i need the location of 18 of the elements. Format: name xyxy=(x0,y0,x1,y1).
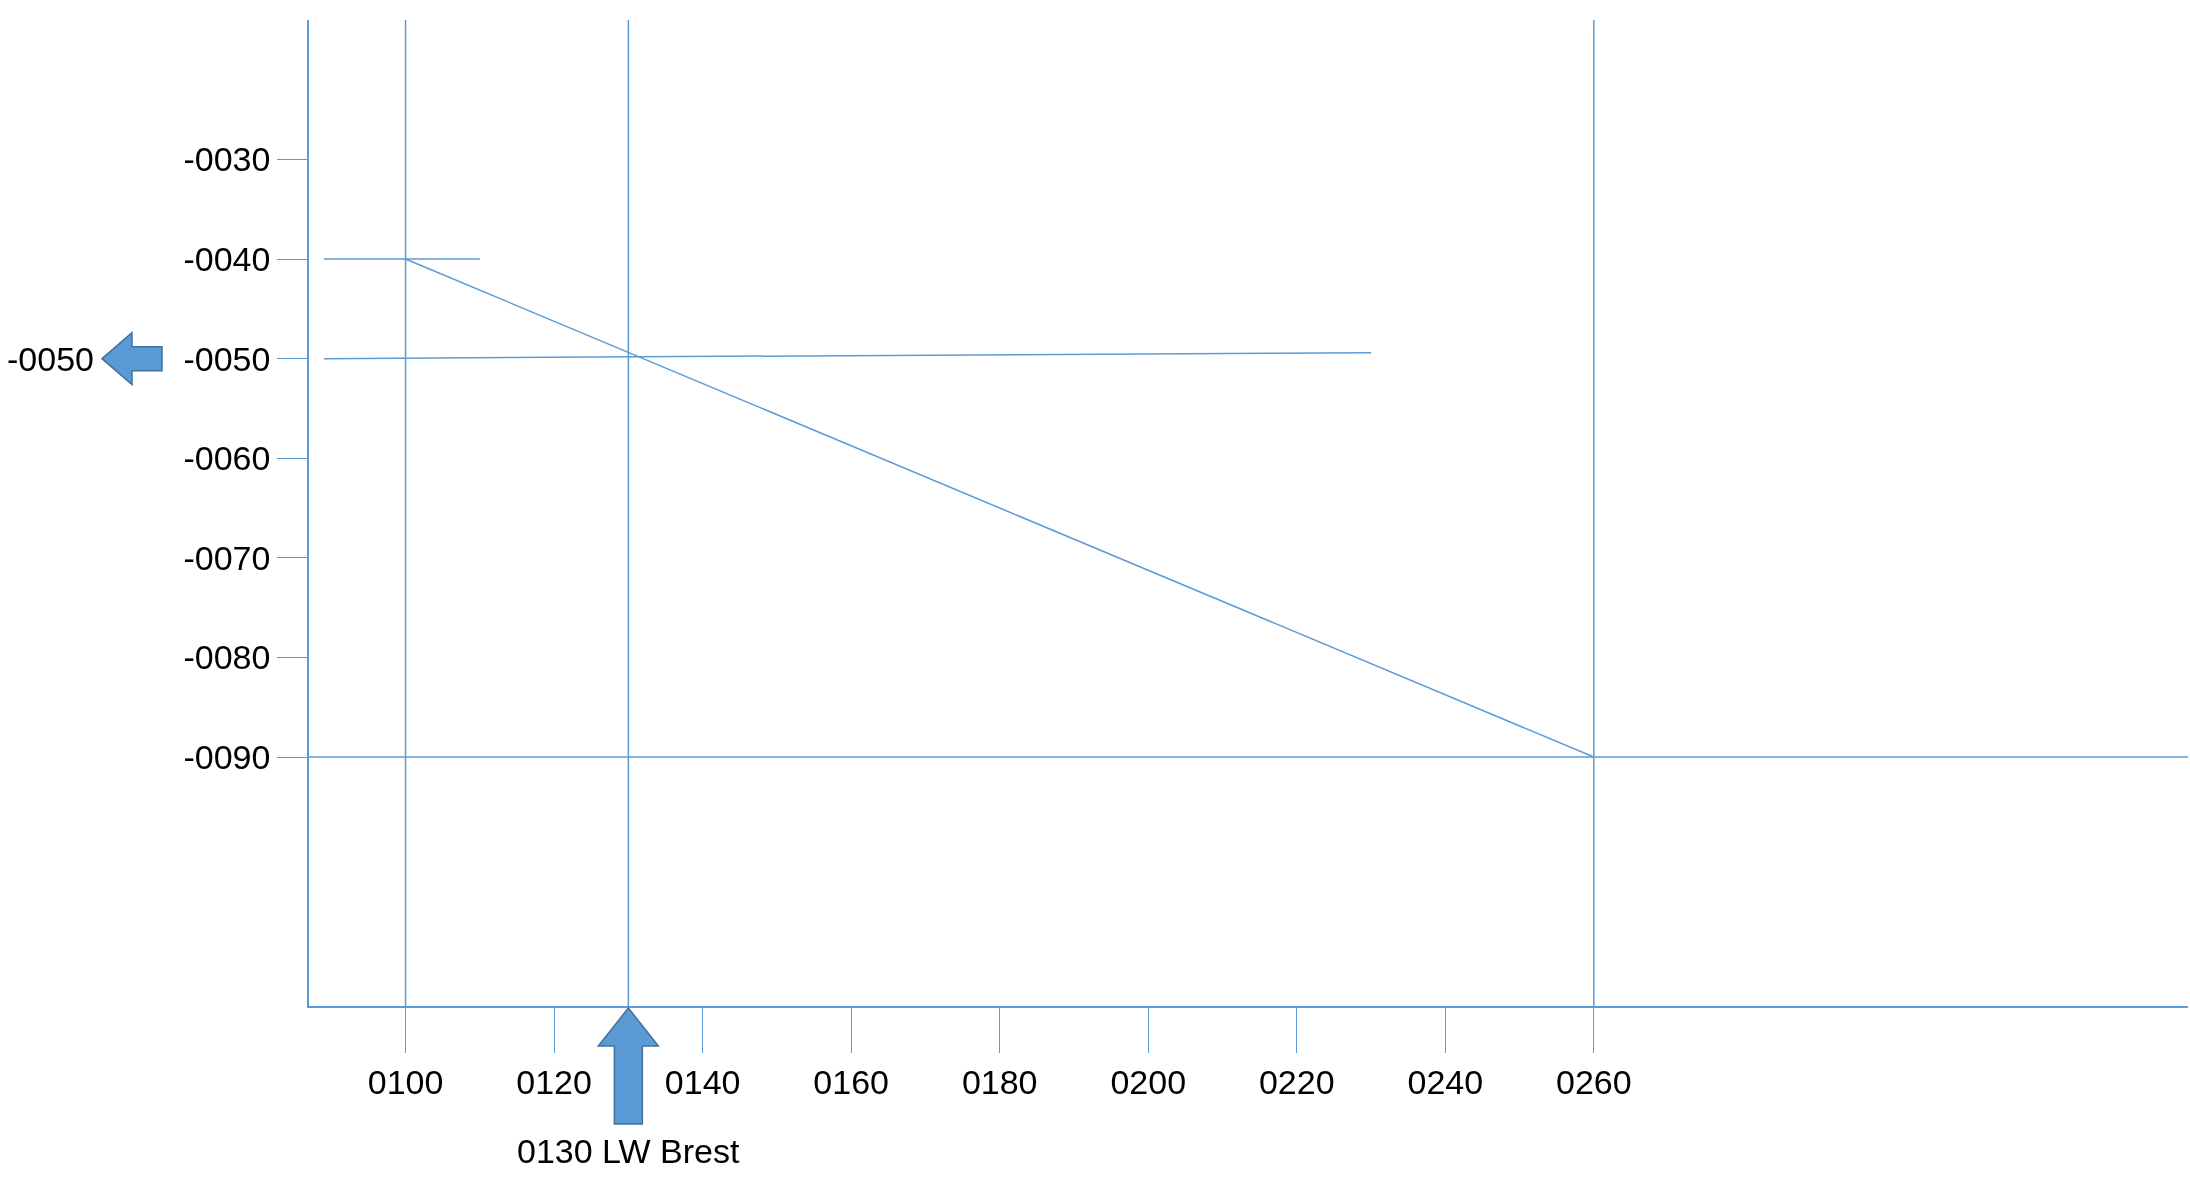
x-tick-label: 0180 xyxy=(961,1062,1038,1101)
x-tick-label: 0120 xyxy=(516,1062,592,1101)
x-tick-label: 0260 xyxy=(1556,1062,1632,1101)
text: -0050 xyxy=(7,340,94,378)
x-tick-label: 0200 xyxy=(1110,1062,1187,1101)
y-tick-label: -0040 xyxy=(183,239,271,278)
y-tick-label: -0050 xyxy=(183,339,271,378)
text: 0130 LW Brest xyxy=(517,1132,740,1170)
y-tick-label: -0080 xyxy=(183,638,271,677)
x-tick-label: 0220 xyxy=(1258,1062,1335,1101)
x-tick-label: 0240 xyxy=(1407,1062,1484,1101)
x-tick-label: 0160 xyxy=(813,1062,889,1101)
y-tick-label: -0070 xyxy=(183,538,271,577)
x-tick-label: 0140 xyxy=(664,1062,741,1101)
y-tick-label: -0060 xyxy=(183,439,271,478)
y-tick-label: -0030 xyxy=(183,140,271,179)
y-tick-label: -0090 xyxy=(183,737,271,776)
x-tick-label: 0100 xyxy=(367,1062,444,1101)
